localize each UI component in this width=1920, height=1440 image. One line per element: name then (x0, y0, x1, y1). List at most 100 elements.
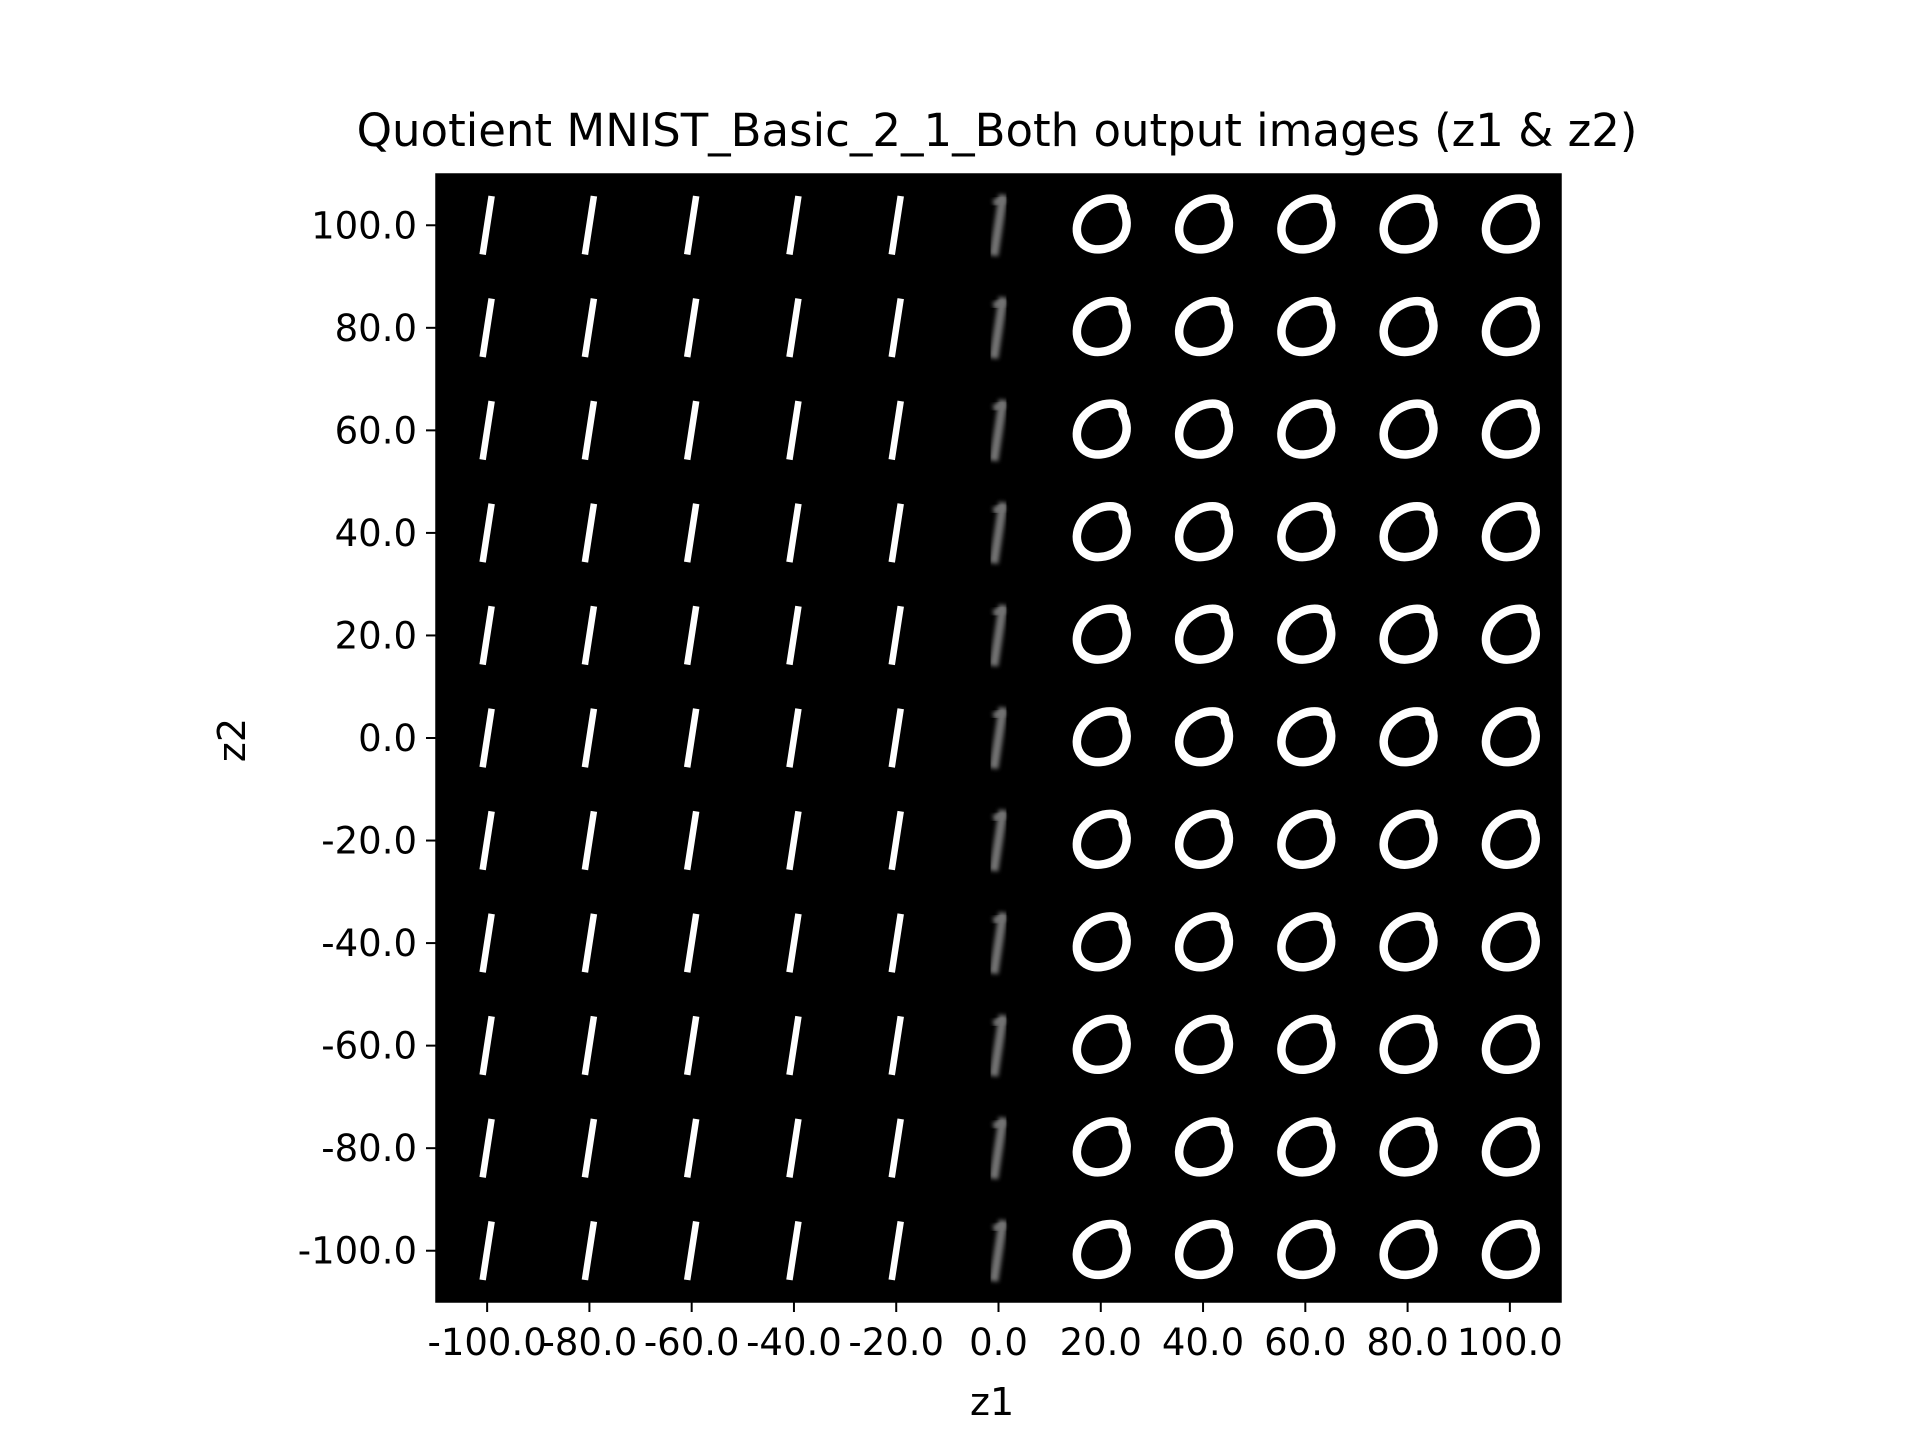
digit-one-stroke (479, 810, 495, 871)
image-cell (1072, 194, 1131, 254)
image-cell (683, 913, 700, 973)
digit-one-stroke (786, 503, 802, 563)
image-cell (683, 1015, 700, 1076)
image-cell (1379, 1219, 1438, 1279)
image-cell (479, 503, 495, 563)
image-cell (683, 708, 700, 768)
y-tick-label: 60.0 (335, 409, 417, 452)
image-cell (1174, 296, 1234, 357)
digit-zero-ring (1277, 502, 1336, 562)
digit-one-flag (992, 401, 1006, 412)
digit-one-stroke (786, 605, 802, 666)
digit-zero-ring (1277, 604, 1336, 664)
image-cell (1379, 809, 1438, 869)
digit-one-flag (992, 1016, 1006, 1027)
image-cell (989, 809, 1008, 872)
digit-zero-ring (1277, 194, 1336, 254)
digit-zero-ring (1072, 809, 1131, 869)
digit-one-stroke (888, 298, 904, 358)
digit-one-flag (992, 708, 1006, 720)
digit-zero-ring (1379, 399, 1438, 459)
digit-zero-ring (1481, 194, 1540, 254)
digit-one-stroke (581, 810, 598, 871)
digit-one-stroke (888, 400, 904, 461)
image-cell (1072, 1014, 1131, 1074)
image-cell (1174, 399, 1234, 459)
image-cell (1174, 194, 1234, 254)
digit-one-stroke (786, 708, 802, 768)
digit-one-stroke (989, 1219, 1008, 1282)
image-cell (1277, 707, 1336, 767)
image-cell (1072, 1117, 1131, 1177)
digit-one-stroke (683, 1221, 700, 1281)
image-cell (479, 1118, 495, 1178)
y-tick-label: 40.0 (335, 512, 417, 555)
digit-one-stroke (989, 706, 1008, 770)
digit-zero-ring (1481, 809, 1540, 869)
digit-zero-ring (1481, 399, 1540, 459)
image-cell (1072, 912, 1131, 972)
image-cell (1481, 502, 1540, 562)
digit-zero-ring (1174, 604, 1234, 664)
y-axis: 100.0 80.0 60.0 40.0 20.0 0.0 -20.0 -40.0 -60.0 -… (298, 204, 436, 1273)
image-cell (1277, 604, 1336, 664)
digit-zero-ring (1072, 1117, 1131, 1177)
digit-one-stroke (581, 1221, 598, 1281)
image-cell (786, 400, 802, 461)
x-tick-label: 80.0 (1366, 1321, 1448, 1364)
digit-one-stroke (888, 810, 904, 871)
digit-zero-ring (1481, 1219, 1540, 1279)
image-cell (479, 913, 495, 973)
image-cell (1277, 296, 1336, 357)
image-cell (1481, 912, 1540, 972)
image-cell (989, 1219, 1008, 1282)
digit-one-stroke (888, 913, 904, 973)
digit-zero-ring (1072, 912, 1131, 972)
image-cell (1174, 502, 1234, 562)
digit-one-stroke (581, 400, 598, 461)
image-cell (1174, 1014, 1234, 1074)
image-cell (989, 501, 1008, 565)
digit-zero-ring (1277, 1117, 1336, 1177)
digit-zero-ring (1174, 809, 1234, 869)
digit-one-stroke (989, 296, 1008, 359)
digit-zero-ring (1072, 707, 1131, 767)
y-tick-label: -100.0 (298, 1230, 417, 1273)
image-cell (1174, 809, 1234, 869)
digit-one-stroke (581, 1118, 598, 1178)
image-cell (1072, 399, 1131, 459)
image-cell (1174, 912, 1234, 972)
image-cell (1072, 809, 1131, 869)
digit-one-stroke (786, 298, 802, 358)
digit-one-stroke (683, 503, 700, 563)
x-tick-label: -60.0 (644, 1321, 740, 1364)
image-cell (479, 195, 495, 255)
digit-one-stroke (989, 194, 1008, 257)
y-tick-label: 80.0 (335, 307, 417, 350)
image-cell (581, 1221, 598, 1281)
digit-zero-ring (1481, 296, 1540, 357)
image-cell (581, 810, 598, 871)
digit-zero-ring (1277, 1014, 1336, 1074)
image-cell (479, 298, 495, 358)
y-tick-label: -60.0 (321, 1025, 417, 1068)
digit-zero-ring (1379, 296, 1438, 357)
digit-one-stroke (989, 911, 1008, 975)
digit-one-stroke (888, 1015, 904, 1076)
y-tick-label: 0.0 (358, 717, 417, 760)
image-cell (479, 400, 495, 461)
digit-one-stroke (581, 503, 598, 563)
digit-one-stroke (479, 1221, 495, 1281)
digit-one-stroke (683, 913, 700, 973)
image-cell (581, 1118, 598, 1178)
image-cell (888, 810, 904, 871)
digit-zero-ring (1174, 1117, 1234, 1177)
digit-zero-ring (1174, 502, 1234, 562)
image-cell (888, 913, 904, 973)
x-tick-label: -80.0 (542, 1321, 638, 1364)
digit-zero-ring (1379, 809, 1438, 869)
digit-one-stroke (581, 913, 598, 973)
image-cell (1379, 912, 1438, 972)
image-cell (1277, 1219, 1336, 1279)
